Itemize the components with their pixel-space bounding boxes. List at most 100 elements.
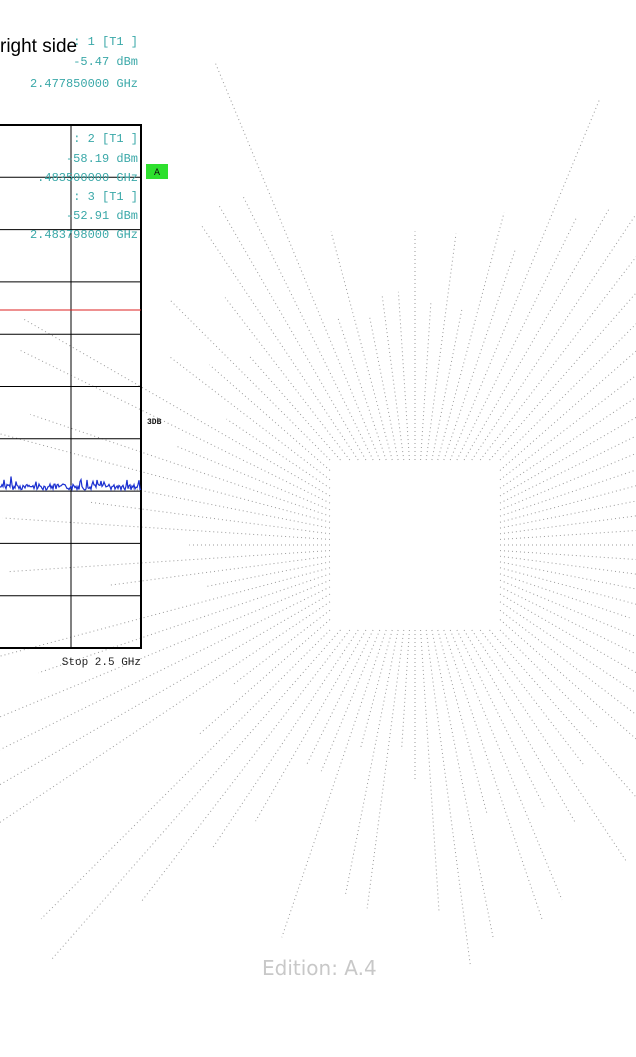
ray xyxy=(330,231,393,461)
ray xyxy=(499,573,630,619)
ray xyxy=(397,291,410,461)
ray xyxy=(242,195,374,461)
ray xyxy=(463,208,610,461)
ray xyxy=(499,629,598,728)
ray xyxy=(431,309,463,461)
ray xyxy=(211,629,359,849)
stop-label: Stop 2.5 GHz xyxy=(62,657,141,669)
ray xyxy=(170,357,331,481)
ray xyxy=(360,629,393,748)
ray xyxy=(499,601,636,694)
trace xyxy=(0,476,142,492)
ray xyxy=(449,99,600,461)
ray xyxy=(431,629,494,938)
ray xyxy=(281,629,387,938)
ray xyxy=(209,364,331,471)
ray xyxy=(463,629,576,823)
marker-frequency: 2.483798000 GHz xyxy=(30,228,138,242)
ray xyxy=(217,203,367,461)
ray xyxy=(255,629,367,822)
ray xyxy=(499,593,636,674)
ray xyxy=(479,629,586,767)
ray xyxy=(0,579,331,718)
ray xyxy=(30,413,331,517)
ray xyxy=(109,555,331,586)
ray xyxy=(381,293,405,461)
ray xyxy=(443,629,544,922)
ray xyxy=(499,416,636,497)
ray xyxy=(200,223,359,461)
ray xyxy=(479,256,636,461)
ray xyxy=(320,629,381,772)
ray xyxy=(0,433,331,523)
ray xyxy=(437,212,505,461)
marker-label: : 2 [T1 ] xyxy=(73,132,138,146)
ray xyxy=(51,629,341,959)
ray xyxy=(456,215,578,461)
ray xyxy=(499,555,636,575)
ray xyxy=(499,619,636,740)
ray xyxy=(214,61,381,461)
ray xyxy=(0,601,331,823)
ray xyxy=(471,213,636,461)
ray xyxy=(471,629,628,863)
trace-badge xyxy=(146,164,168,179)
ray xyxy=(0,593,331,786)
ray xyxy=(306,629,374,764)
decoration xyxy=(0,61,636,966)
ray xyxy=(401,629,410,750)
ray xyxy=(248,355,341,461)
trace-label: A xyxy=(154,168,160,179)
ray xyxy=(499,374,636,481)
ray xyxy=(337,318,387,461)
ray xyxy=(205,561,331,588)
edition: Edition: A.4 xyxy=(262,956,377,980)
ray xyxy=(489,292,636,461)
marker-label: : 3 [T1 ] xyxy=(73,190,138,204)
ray xyxy=(499,567,636,605)
ray xyxy=(456,629,546,810)
ray xyxy=(226,418,331,489)
ray xyxy=(368,315,399,461)
ray xyxy=(175,445,331,511)
ray xyxy=(489,629,636,798)
ray xyxy=(499,435,636,504)
marker-frequency: 2.477850000 GHz xyxy=(30,77,138,91)
marker-level: -5.47 dBm xyxy=(73,55,138,69)
ray xyxy=(89,501,331,535)
ray xyxy=(0,586,331,751)
plot xyxy=(0,124,142,649)
ray xyxy=(499,609,636,716)
ray xyxy=(499,500,636,529)
ray xyxy=(499,396,636,489)
ray xyxy=(499,350,636,471)
ray xyxy=(38,573,331,674)
title: right side xyxy=(0,36,77,57)
marker-frequency: .483500000 GHz xyxy=(37,171,138,185)
marker-label: : 1 [T1 ] xyxy=(73,35,138,49)
ray xyxy=(7,550,331,573)
marker-level: -52.91 dBm xyxy=(66,209,138,223)
ray xyxy=(23,318,331,497)
ray xyxy=(499,561,636,590)
ray xyxy=(499,452,636,511)
ray xyxy=(499,586,636,655)
ray xyxy=(420,303,432,461)
ray xyxy=(499,485,636,523)
ray xyxy=(425,629,471,966)
ray xyxy=(499,323,636,461)
mode-label: 3DB xyxy=(147,418,162,427)
ray xyxy=(224,297,351,461)
ray xyxy=(233,609,331,685)
ray xyxy=(499,550,636,560)
ray xyxy=(366,629,405,909)
ray xyxy=(40,629,331,920)
ray xyxy=(499,579,636,638)
ray xyxy=(437,629,488,815)
ray xyxy=(499,515,636,535)
ray xyxy=(20,350,331,504)
ray xyxy=(2,517,331,540)
ray xyxy=(115,484,331,529)
